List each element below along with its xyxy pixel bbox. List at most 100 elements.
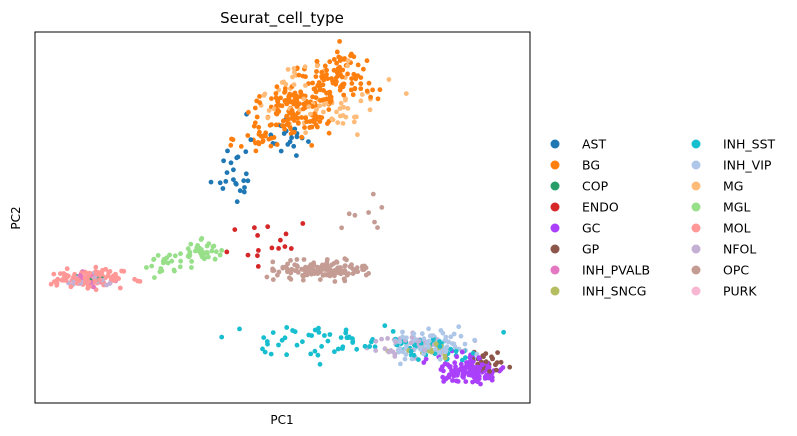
point-ast xyxy=(228,160,234,166)
point-opc xyxy=(342,256,348,262)
point-nfol xyxy=(379,336,384,342)
point-ast xyxy=(243,171,249,177)
y-axis-label: PC2 xyxy=(9,206,23,229)
point-ast xyxy=(220,186,226,191)
point-bg xyxy=(311,119,317,125)
point-opc xyxy=(332,279,338,284)
point-bg xyxy=(238,144,244,149)
point-mol xyxy=(86,279,92,284)
point-bg xyxy=(295,121,301,126)
legend-item-endo: ENDO xyxy=(550,200,619,215)
point-mgl xyxy=(151,257,157,262)
point-bg xyxy=(288,126,294,132)
point-nfol xyxy=(393,339,398,345)
point-ast xyxy=(231,177,236,183)
point-inh-vip xyxy=(462,341,468,347)
point-inh-sst xyxy=(319,344,324,349)
point-mgl xyxy=(169,258,175,264)
point-inh-sst xyxy=(260,346,265,352)
point-endo xyxy=(224,249,230,255)
point-mg xyxy=(367,107,373,113)
point-bg xyxy=(276,109,282,114)
point-mg xyxy=(303,130,308,136)
point-mg xyxy=(261,93,267,98)
point-bg xyxy=(230,137,236,143)
point-inh-vip xyxy=(400,329,405,335)
point-opc xyxy=(301,257,307,262)
point-inh-sst xyxy=(448,346,453,352)
point-inh-sst xyxy=(316,325,321,331)
point-ast xyxy=(217,180,223,186)
point-bg xyxy=(246,109,251,115)
point-bg xyxy=(298,89,303,95)
point-inh-vip xyxy=(426,326,431,332)
legend-label: INH_SNCG xyxy=(582,284,646,299)
point-bg xyxy=(278,95,283,101)
point-bg xyxy=(358,86,364,92)
point-opc xyxy=(379,205,385,210)
point-inh-sst xyxy=(300,339,305,345)
point-inh-vip xyxy=(472,337,477,343)
point-bg xyxy=(309,124,315,130)
point-mg xyxy=(314,63,320,69)
point-bg xyxy=(364,88,370,94)
legend-marker xyxy=(691,160,701,170)
legend-marker xyxy=(550,160,560,170)
point-inh-sst xyxy=(340,346,345,351)
point-mgl xyxy=(185,246,191,252)
point-bg xyxy=(370,87,375,93)
point-mgl xyxy=(155,253,161,258)
point-bg xyxy=(251,123,257,129)
point-bg xyxy=(335,66,341,71)
point-gp xyxy=(498,359,504,365)
legend-label: GC xyxy=(582,221,601,236)
legend-item-inh-sst: INH_SST xyxy=(691,137,776,152)
point-nfol xyxy=(373,348,379,353)
point-bg xyxy=(350,92,356,98)
scatter-points xyxy=(48,39,513,387)
point-gc xyxy=(471,370,477,375)
legend-label: BG xyxy=(582,158,600,173)
point-mgl xyxy=(198,237,204,242)
point-gc xyxy=(454,354,460,360)
point-bg xyxy=(273,91,279,96)
point-mgl xyxy=(204,243,210,249)
point-mol xyxy=(97,277,102,282)
point-bg xyxy=(358,81,364,87)
point-gc xyxy=(451,373,457,379)
point-bg xyxy=(302,125,307,130)
point-bg xyxy=(324,96,329,102)
point-mg xyxy=(345,63,350,69)
point-inh-sst xyxy=(292,329,298,335)
point-bg xyxy=(349,76,354,81)
point-bg xyxy=(274,142,280,148)
point-gc xyxy=(463,379,469,384)
point-mg xyxy=(321,102,327,107)
point-opc xyxy=(299,266,304,272)
point-bg xyxy=(327,59,333,65)
plot-frame xyxy=(34,31,531,404)
point-bg xyxy=(303,115,308,121)
point-bg xyxy=(253,148,259,154)
point-gc xyxy=(464,362,470,368)
point-mg xyxy=(403,91,409,96)
point-opc xyxy=(346,271,351,277)
point-gc xyxy=(484,372,489,378)
point-mgl xyxy=(212,256,218,262)
legend-label: INH_SST xyxy=(723,137,776,152)
legend-label: PURK xyxy=(723,284,757,299)
point-opc xyxy=(346,211,352,217)
legend-item-gp: GP xyxy=(550,242,600,257)
legend-label: MOL xyxy=(723,221,751,236)
point-mol xyxy=(132,276,138,282)
point-inh-sst xyxy=(343,330,349,336)
point-ast xyxy=(241,189,247,195)
point-bg xyxy=(364,58,370,64)
legend-label: OPC xyxy=(723,263,749,278)
point-gc xyxy=(452,360,458,366)
point-bg xyxy=(252,105,258,111)
point-mgl xyxy=(149,263,155,269)
point-opc xyxy=(360,267,365,272)
point-bg xyxy=(286,116,291,122)
legend-marker xyxy=(550,202,560,212)
